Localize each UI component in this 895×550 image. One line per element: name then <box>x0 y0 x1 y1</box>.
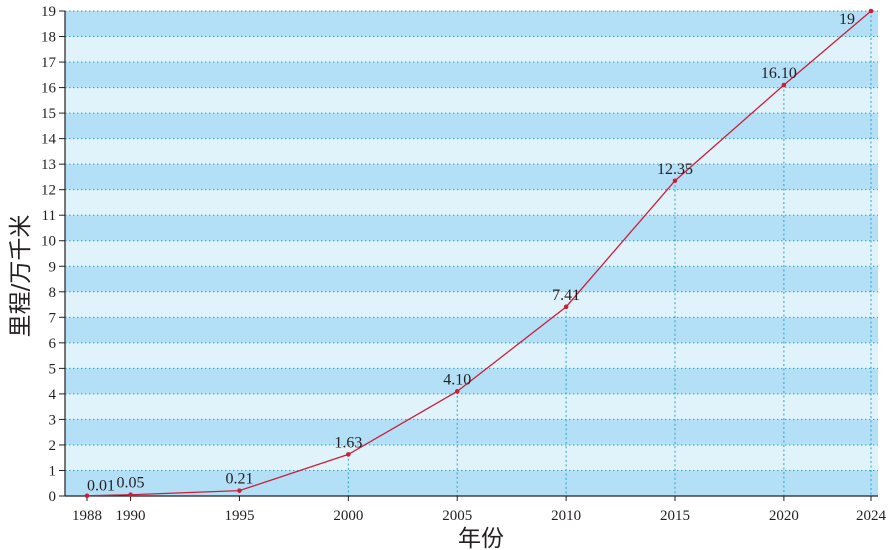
data-labels: 0.01 0.05 0.21 1.63 4.10 7.41 12.35 16.10 19 <box>87 11 855 495</box>
y-tick-label-7: 7 <box>49 310 57 326</box>
data-label-2024: 19 <box>839 11 855 28</box>
data-label-1988: 0.01 <box>87 478 115 495</box>
data-label-2020: 16.10 <box>761 65 797 82</box>
data-point-2024 <box>868 8 874 14</box>
data-point-2010 <box>563 304 569 310</box>
y-tick-label-11: 11 <box>42 208 56 224</box>
x-tick-label-2024: 2024 <box>856 508 887 524</box>
y-tick-label-9: 9 <box>49 259 57 275</box>
series-line-group <box>84 8 874 499</box>
x-tick-label-2000: 2000 <box>333 508 363 524</box>
y-tick-label-13: 13 <box>41 157 56 173</box>
band-16 <box>65 62 878 88</box>
data-point-1995 <box>237 488 242 493</box>
x-tick-label-2010: 2010 <box>551 508 581 524</box>
x-tick-label-2015: 2015 <box>660 508 690 524</box>
data-point-1990 <box>128 492 133 498</box>
x-tick-label-1995: 1995 <box>224 508 254 524</box>
data-point-2005 <box>454 389 460 394</box>
band-4 <box>65 368 878 394</box>
data-label-2005: 4.10 <box>443 371 471 388</box>
y-tick-label-1: 1 <box>49 463 57 479</box>
y-tick-label-19: 19 <box>41 4 56 20</box>
band-7 <box>65 291 878 318</box>
band-10 <box>65 215 878 241</box>
data-label-1990: 0.05 <box>117 475 145 492</box>
band-12 <box>65 164 878 190</box>
band-8 <box>65 266 878 292</box>
data-label-2000: 1.63 <box>334 434 362 451</box>
band-1 <box>65 444 878 471</box>
x-tick-label-2005: 2005 <box>442 508 472 524</box>
x-axis-ticks: 1988 1990 1995 2000 2005 2010 2015 2020 2024 <box>72 496 887 524</box>
axes <box>64 11 878 497</box>
y-tick-label-18: 18 <box>41 30 56 46</box>
y-axis-title: 里程/万千米 <box>8 215 34 338</box>
band-3 <box>65 393 878 420</box>
x-tick-label-1990: 1990 <box>116 508 146 524</box>
grid-lines <box>65 10 878 471</box>
band-18 <box>65 11 878 37</box>
y-tick-label-2: 2 <box>49 438 57 454</box>
y-tick-label-3: 3 <box>49 412 57 428</box>
data-label-2015: 12.35 <box>657 161 693 178</box>
y-tick-label-14: 14 <box>41 132 57 148</box>
x-axis-title: 年份 <box>458 526 504 550</box>
y-tick-label-10: 10 <box>41 234 56 250</box>
band-14 <box>65 113 878 139</box>
data-point-2000 <box>346 452 351 457</box>
x-tick-label-2020: 2020 <box>769 508 799 524</box>
data-point-2015 <box>672 178 678 184</box>
y-tick-label-17: 17 <box>41 55 57 71</box>
data-point-1988 <box>84 493 90 499</box>
x-tick-label-1988: 1988 <box>72 508 102 524</box>
y-tick-label-16: 16 <box>41 81 57 97</box>
band-9 <box>65 240 878 267</box>
band-17 <box>65 36 878 63</box>
y-tick-label-12: 12 <box>41 183 56 199</box>
y-tick-label-6: 6 <box>49 336 57 352</box>
drop-lines <box>347 11 872 496</box>
y-tick-label-8: 8 <box>49 285 57 301</box>
y-tick-label-0: 0 <box>49 489 57 505</box>
y-tick-label-5: 5 <box>49 361 57 377</box>
data-label-1995: 0.21 <box>225 471 253 488</box>
band-11 <box>65 189 878 216</box>
y-tick-label-4: 4 <box>49 387 57 403</box>
band-2 <box>65 419 878 445</box>
band-13 <box>65 138 878 165</box>
band-5 <box>65 342 878 369</box>
y-tick-label-15: 15 <box>41 106 56 122</box>
data-point-2020 <box>781 82 787 88</box>
data-label-2010: 7.41 <box>552 287 580 304</box>
band-15 <box>65 87 878 114</box>
background-bands <box>65 11 878 496</box>
band-6 <box>65 317 878 343</box>
